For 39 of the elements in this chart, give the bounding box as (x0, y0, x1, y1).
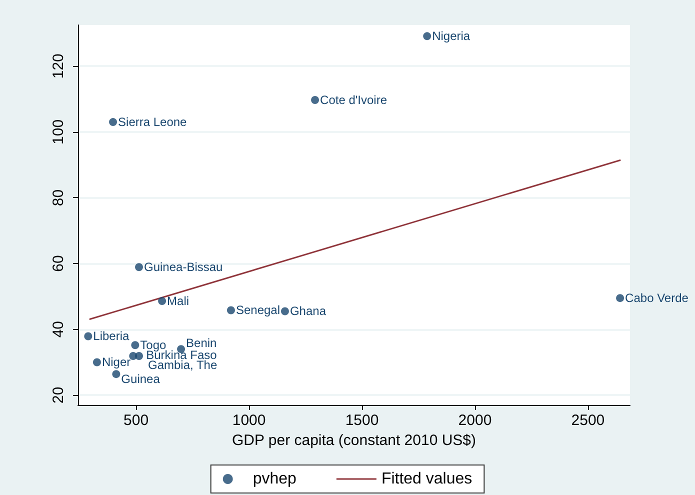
annotation: Cabo Verde (625, 291, 689, 306)
point (131, 341, 140, 350)
x-tick-label: 2000 (458, 412, 492, 429)
legend-label: Fitted values (381, 470, 472, 488)
y-tick-label: 80 (50, 189, 67, 206)
y-tick-label: 60 (50, 255, 67, 272)
annotation: Benin (186, 336, 217, 350)
point (109, 118, 118, 126)
annotation: Sierra Leone (118, 115, 188, 130)
point (84, 332, 92, 340)
annotation: Guinea-Bissau (144, 260, 223, 274)
x-tick-label: 1500 (345, 412, 379, 429)
point (158, 297, 166, 306)
x-tick-label: 2500 (571, 412, 605, 429)
legend-label: pvhep (252, 470, 297, 488)
y-tick-label: 40 (50, 320, 67, 338)
annotation: Nigeria (432, 29, 470, 44)
y-tick-label: 120 (50, 54, 67, 79)
point (226, 306, 235, 314)
point (311, 96, 320, 104)
x-tick-label: 500 (124, 412, 149, 429)
point (135, 263, 144, 272)
point (135, 352, 144, 360)
point (423, 32, 432, 40)
annotation: Senegal (236, 303, 280, 318)
point (112, 370, 120, 378)
annotation: Mali (167, 294, 190, 308)
annotation: Niger (102, 355, 131, 370)
point (616, 294, 624, 302)
point (92, 358, 101, 366)
x-tick-label: 1000 (232, 412, 266, 429)
annotation: Ghana (290, 304, 326, 318)
annotation: Guinea (121, 372, 160, 386)
point (280, 307, 289, 316)
annotation: Liberia (93, 329, 130, 344)
y-tick-label: 100 (50, 119, 67, 144)
y-tick-label: 20 (50, 386, 67, 404)
x-axis-title: GDP per capita (constant 2010 US$) (232, 432, 476, 449)
annotation: Cote d'Ivoire (320, 93, 388, 108)
